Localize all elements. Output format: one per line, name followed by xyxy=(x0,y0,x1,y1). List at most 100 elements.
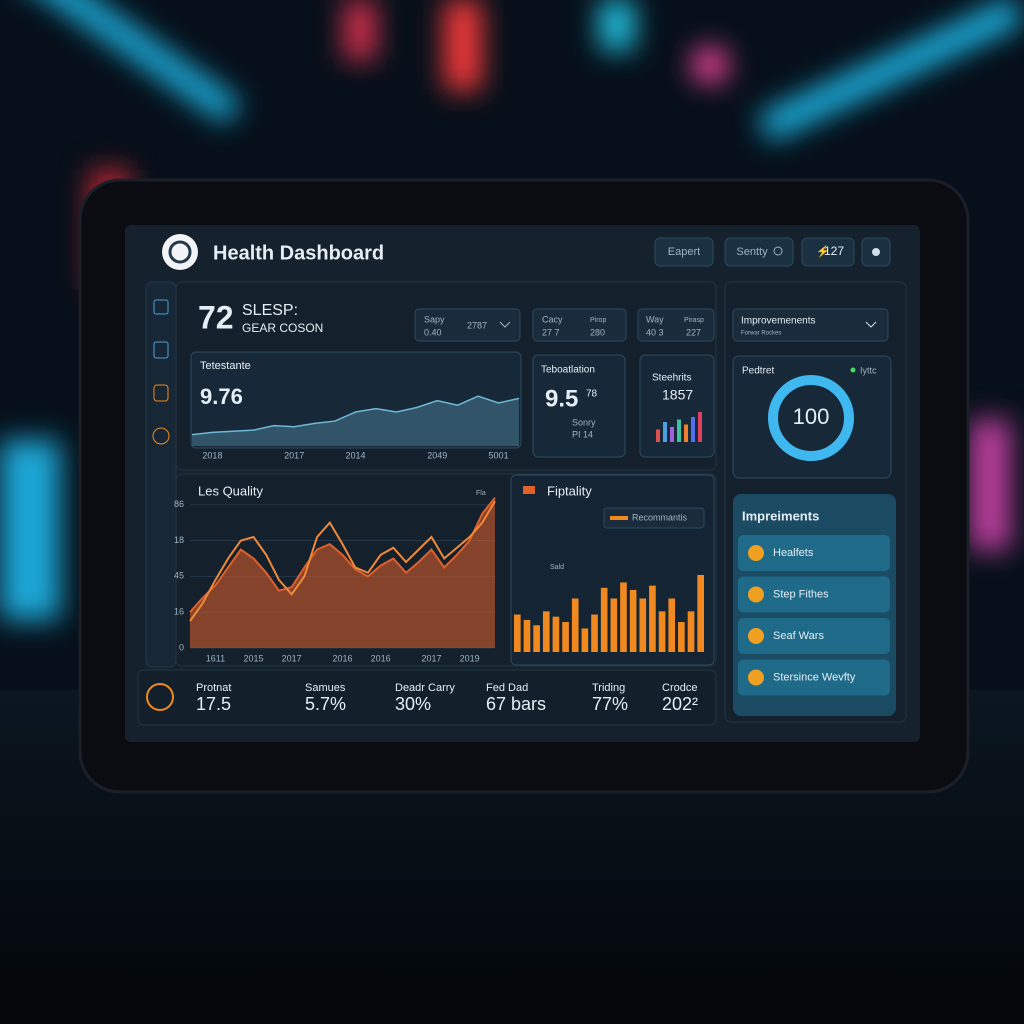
button-label: 127 xyxy=(824,244,844,258)
dropdown[interactable] xyxy=(732,308,889,342)
metric-card xyxy=(532,354,626,458)
legend-label: Recommantis xyxy=(632,512,688,522)
stat-label: Samues xyxy=(305,682,346,694)
logo-icon xyxy=(168,240,192,264)
x-tick-label: 1611 xyxy=(206,653,225,663)
x-tick-label: 2015 xyxy=(244,653,264,663)
item-icon xyxy=(748,586,764,603)
card-extra: 78 xyxy=(586,389,598,400)
line xyxy=(189,500,496,622)
line xyxy=(189,496,496,613)
y-tick-label: 16 xyxy=(174,607,184,617)
filter-extra: 227 xyxy=(686,327,701,337)
filter[interactable] xyxy=(637,308,715,342)
sidebar-item[interactable] xyxy=(738,535,890,571)
bar xyxy=(552,616,560,652)
bar xyxy=(656,429,660,442)
bar xyxy=(542,611,550,652)
item-label: Stersince Wevfty xyxy=(773,671,856,683)
x-tick-label: 2016 xyxy=(371,653,391,663)
card-sub: PI 14 xyxy=(572,429,593,439)
legend[interactable] xyxy=(603,507,705,529)
item-label: Step Fithes xyxy=(773,588,829,600)
bar xyxy=(629,589,637,652)
filter-sub: Pirasp xyxy=(684,317,704,324)
stat-value: 67 bars xyxy=(486,694,546,714)
chevron xyxy=(865,321,877,328)
bar xyxy=(610,598,618,652)
gauge-arc xyxy=(768,375,854,461)
bar xyxy=(658,611,666,652)
x-tick-label: 2017 xyxy=(421,653,441,663)
bar xyxy=(591,614,598,652)
bar xyxy=(677,419,681,442)
nav-icon[interactable] xyxy=(153,384,169,402)
legend-swatch xyxy=(610,516,628,520)
stats-icon xyxy=(146,683,174,711)
filter-value: 27 7 xyxy=(542,327,560,337)
y-tick-label: 86 xyxy=(174,499,184,509)
bar xyxy=(698,412,702,442)
bar xyxy=(639,598,647,652)
dropdown-sub: Forwar Rockes xyxy=(741,331,781,337)
stat-value: 30% xyxy=(395,694,431,714)
sidebar-item[interactable] xyxy=(738,576,890,613)
bar xyxy=(571,598,579,652)
nav-icon[interactable] xyxy=(153,341,169,359)
bar xyxy=(687,611,695,652)
item-icon xyxy=(748,628,764,644)
bar xyxy=(649,585,656,652)
bar xyxy=(684,424,688,442)
filter-label: Way xyxy=(646,314,664,324)
card-title: Pedtret xyxy=(742,366,774,377)
stat-label: Deadr Carry xyxy=(395,682,455,694)
app-title: Health Dashboard xyxy=(213,242,384,264)
bar xyxy=(697,574,704,652)
chart-title: Fiptality xyxy=(547,483,592,498)
card-value: 9.5 xyxy=(545,385,578,412)
card-title: Teboatlation xyxy=(541,365,595,376)
bar xyxy=(691,417,695,442)
x-tick-label: 2017 xyxy=(282,653,302,663)
counter-button[interactable] xyxy=(801,237,855,267)
sidebar-item[interactable] xyxy=(738,618,890,654)
bar xyxy=(600,587,608,652)
filter-sub: Pirop xyxy=(590,317,606,324)
legend-label: Iyttc xyxy=(860,365,877,375)
bar xyxy=(562,622,569,652)
item-label: Seaf Wars xyxy=(773,630,824,642)
nav-icon[interactable] xyxy=(153,299,169,315)
chart-title: Les Quality xyxy=(198,483,264,498)
sidebar-item[interactable] xyxy=(738,659,890,696)
y-tick-label: 0 xyxy=(179,642,184,652)
area xyxy=(192,396,519,446)
bar xyxy=(523,619,531,652)
bar xyxy=(678,622,685,652)
filter-value: 0.40 xyxy=(424,327,442,337)
summary-value: 72 xyxy=(198,299,234,335)
filter[interactable] xyxy=(414,308,521,342)
y-tick-label: 18 xyxy=(174,535,184,545)
filter[interactable] xyxy=(532,308,627,342)
stat-label: Fed Dad xyxy=(486,682,528,694)
bar xyxy=(514,614,521,652)
x-tick-label: 2016 xyxy=(332,653,352,663)
stat-value: 5.7% xyxy=(305,694,346,714)
button-label: Sentty xyxy=(736,246,768,258)
bar xyxy=(620,582,627,652)
card-sub: Sonry xyxy=(572,417,596,427)
legend-dot xyxy=(850,367,856,373)
stat-value: 202² xyxy=(662,694,698,714)
trend-card xyxy=(190,351,522,449)
nav-rail xyxy=(145,281,177,668)
nav-icon[interactable] xyxy=(152,427,170,445)
search-button[interactable] xyxy=(724,237,794,267)
filter-extra: 280 xyxy=(590,327,605,337)
line xyxy=(191,395,520,436)
share-icon xyxy=(872,248,880,256)
export-button[interactable] xyxy=(654,237,714,267)
x-tick-label: 2018 xyxy=(202,450,222,460)
title-marker xyxy=(523,486,535,494)
stat-value: 17.5 xyxy=(196,694,231,714)
